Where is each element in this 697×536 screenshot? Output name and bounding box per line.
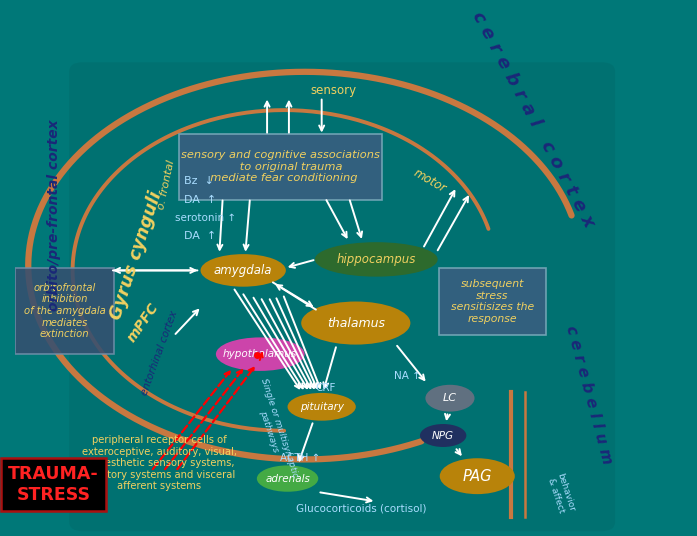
FancyBboxPatch shape bbox=[69, 62, 615, 531]
Text: sensory and cognitive associations
      to original trauma
  mediate fear condi: sensory and cognitive associations to or… bbox=[181, 150, 380, 183]
Text: DA  ↑: DA ↑ bbox=[184, 195, 216, 205]
Ellipse shape bbox=[425, 385, 475, 412]
Text: CRF: CRF bbox=[315, 383, 335, 393]
Text: Bz  ↓: Bz ↓ bbox=[184, 176, 214, 186]
Text: Glucocorticoids (cortisol): Glucocorticoids (cortisol) bbox=[296, 503, 427, 513]
Text: Gyrus cynguli: Gyrus cynguli bbox=[107, 190, 165, 323]
Text: motor: motor bbox=[411, 166, 448, 196]
FancyBboxPatch shape bbox=[15, 269, 114, 354]
Text: entorhinаl cortex: entorhinаl cortex bbox=[139, 309, 179, 397]
Ellipse shape bbox=[288, 393, 355, 421]
Text: amygdala: amygdala bbox=[214, 264, 273, 277]
Ellipse shape bbox=[420, 424, 466, 447]
Text: subsequent
stress
sensitisizes the
response: subsequent stress sensitisizes the respo… bbox=[451, 279, 534, 324]
Text: NA ↑: NA ↑ bbox=[394, 371, 420, 381]
Text: adrenals: adrenals bbox=[265, 474, 310, 483]
Ellipse shape bbox=[440, 458, 515, 494]
Text: PAG: PAG bbox=[463, 468, 492, 483]
Text: serotonin ↑: serotonin ↑ bbox=[175, 213, 236, 223]
Text: LC: LC bbox=[443, 393, 457, 403]
Text: ACTH ↑: ACTH ↑ bbox=[279, 452, 320, 463]
Text: orbitofrontal
inhibition
of the amygdala
mediates
extinction: orbitofrontal inhibition of the amygdala… bbox=[24, 283, 105, 339]
Text: o. frontal: o. frontal bbox=[156, 159, 176, 210]
Text: c e r e b e l l u m: c e r e b e l l u m bbox=[563, 324, 615, 466]
Text: pituitary: pituitary bbox=[300, 402, 344, 412]
Text: DA  ↑: DA ↑ bbox=[184, 231, 216, 241]
Text: orbito/pre-frontal cortex: orbito/pre-frontal cortex bbox=[47, 120, 61, 311]
Text: behavior
& affect: behavior & affect bbox=[545, 472, 576, 516]
Text: Single or multisynaptic
pathways: Single or multisynaptic pathways bbox=[249, 377, 299, 482]
Text: mPFC: mPFC bbox=[125, 301, 161, 345]
FancyBboxPatch shape bbox=[179, 133, 383, 199]
Ellipse shape bbox=[201, 254, 286, 287]
Text: peripheral receptor cells of
exteroceptive, auditory, visual,
somesthetic sensor: peripheral receptor cells of exterocepti… bbox=[82, 435, 237, 492]
Ellipse shape bbox=[301, 302, 411, 345]
Text: TRAUMA-
STRESS: TRAUMA- STRESS bbox=[8, 465, 99, 504]
Text: NPG: NPG bbox=[432, 430, 454, 441]
Text: c e r e b r a l   c o r t e x: c e r e b r a l c o r t e x bbox=[468, 9, 598, 231]
Text: hypothalamus: hypothalamus bbox=[223, 349, 298, 359]
Ellipse shape bbox=[256, 465, 319, 492]
Ellipse shape bbox=[315, 242, 438, 277]
Text: sensory: sensory bbox=[311, 85, 357, 98]
Text: hippocampus: hippocampus bbox=[337, 253, 416, 266]
FancyBboxPatch shape bbox=[439, 269, 546, 334]
Ellipse shape bbox=[216, 337, 305, 371]
Text: thalamus: thalamus bbox=[327, 317, 385, 330]
